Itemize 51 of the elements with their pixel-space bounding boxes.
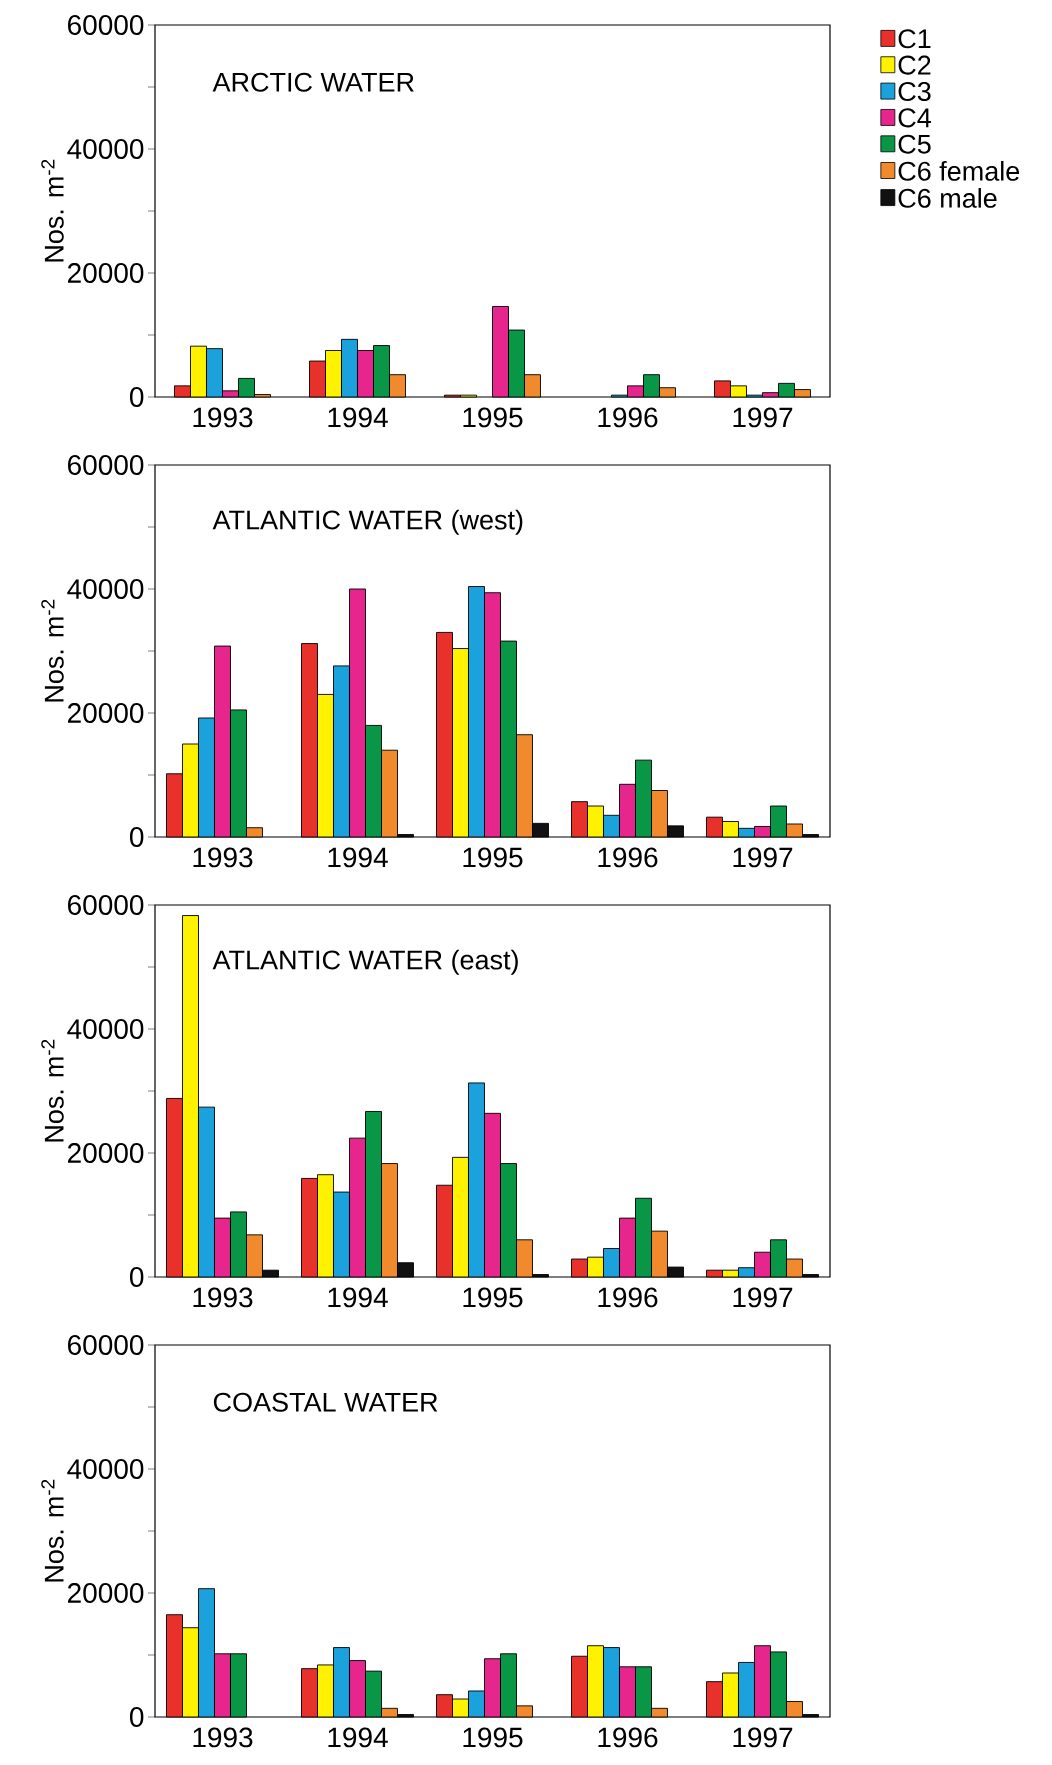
y-tick-label: 40000 <box>67 579 144 599</box>
text: ATLANTIC WATER (west) <box>212 509 523 535</box>
x-tick-label: 1996 <box>598 1287 658 1308</box>
x-tick-label: 1997 <box>733 407 793 428</box>
text: ATLANTIC WATER (east) <box>212 949 518 975</box>
legend-label: C2 <box>898 55 931 75</box>
x-tick-label: 1996 <box>598 407 658 428</box>
x-tick-label: 1995 <box>463 1287 523 1308</box>
x-tick-label: 1994 <box>328 1287 388 1308</box>
x-tick-label: 1993 <box>193 1727 253 1748</box>
x-tick-label: 1996 <box>598 1727 658 1748</box>
x-tick-label: 1997 <box>733 1287 793 1308</box>
y-tick-label: 60000 <box>68 455 144 475</box>
x-tick-label: 1997 <box>733 1727 793 1748</box>
x-tick-label: 1995 <box>463 847 523 868</box>
y-axis-title: Nos. m$^{-2}$ <box>41 159 64 262</box>
y-tick-label: 20000 <box>68 1583 144 1603</box>
legend-label: C5 <box>898 134 931 154</box>
y-tick-label: 0 <box>129 1707 144 1727</box>
legend-label: C3 <box>898 81 931 102</box>
x-tick-label: 1994 <box>328 847 388 868</box>
x-tick-label: 1994 <box>328 407 388 428</box>
y-tick-label: 40000 <box>67 1019 144 1039</box>
legend-label: C6 male <box>898 188 997 208</box>
y-tick-label: 0 <box>129 827 144 847</box>
legend-label: C4 <box>898 108 931 128</box>
text: COASTAL WATER <box>213 1392 438 1412</box>
y-tick-label: 60000 <box>68 895 144 915</box>
y-tick-label: 40000 <box>67 139 144 159</box>
y-tick-label: 0 <box>129 1267 144 1287</box>
y-axis-title: Nos. m$^{-2}$ <box>41 1479 64 1582</box>
x-tick-label: 1993 <box>193 407 253 428</box>
y-tick-label: 40000 <box>67 1459 144 1479</box>
y-tick-label: 60000 <box>68 15 144 35</box>
y-tick-label: 60000 <box>68 1335 144 1355</box>
x-tick-label: 1997 <box>733 847 793 868</box>
y-tick-label: 20000 <box>68 703 144 723</box>
x-tick-label: 1995 <box>463 407 523 428</box>
text: ARCTIC WATER <box>212 72 414 92</box>
legend-label: C6 female <box>898 160 1020 181</box>
y-axis-title: Nos. m$^{-2}$ <box>41 599 64 702</box>
y-tick-label: 20000 <box>68 1143 144 1163</box>
x-tick-label: 1995 <box>463 1727 523 1748</box>
y-tick-label: 0 <box>129 387 144 407</box>
legend-label: C1 <box>898 29 931 49</box>
x-tick-label: 1994 <box>328 1727 388 1748</box>
x-tick-label: 1996 <box>598 847 658 868</box>
y-axis-title: Nos. m$^{-2}$ <box>41 1039 64 1142</box>
x-tick-label: 1993 <box>193 847 253 868</box>
x-tick-label: 1993 <box>193 1287 253 1308</box>
y-tick-label: 20000 <box>68 263 144 283</box>
